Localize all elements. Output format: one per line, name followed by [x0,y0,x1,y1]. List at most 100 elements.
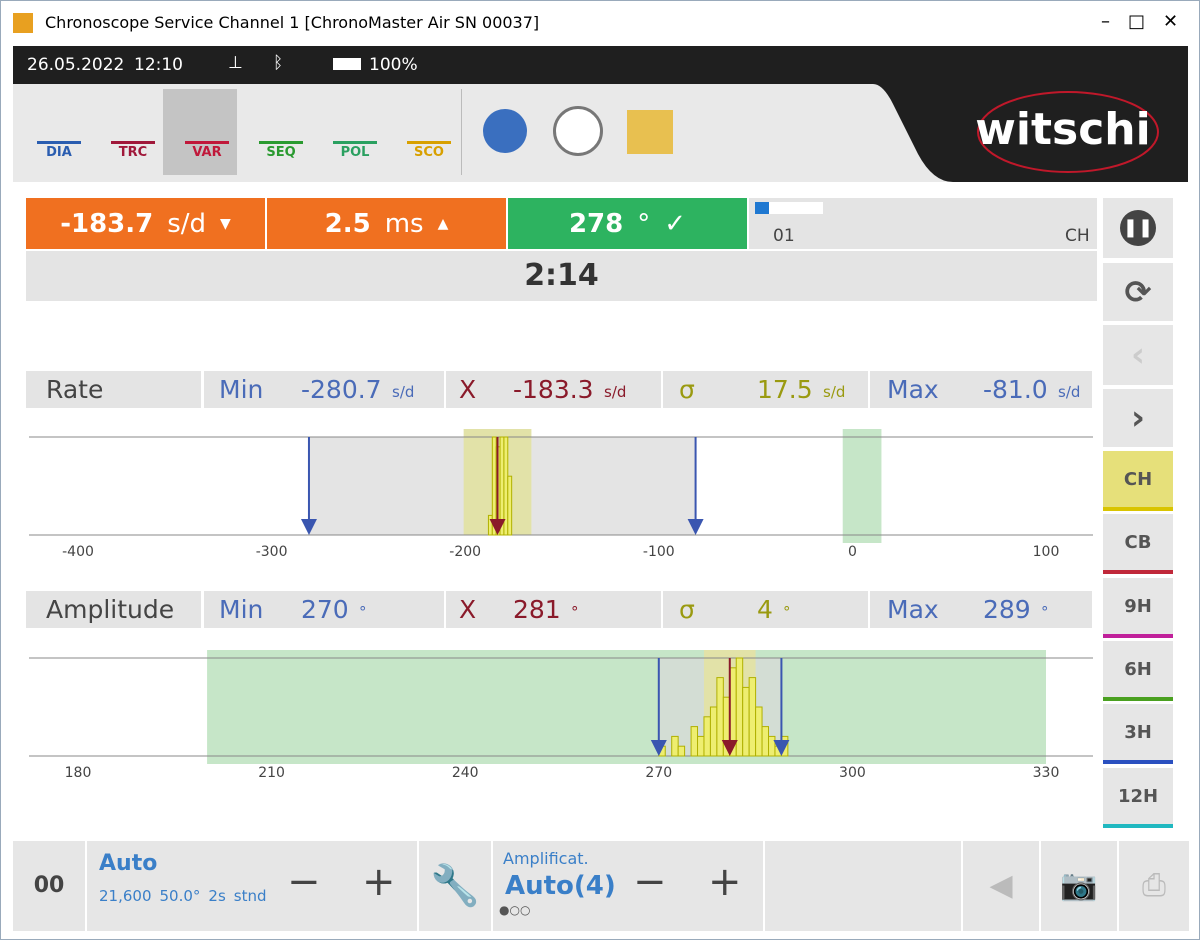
mode-details: 21,600 50.0° 2s stnd [99,887,267,905]
x-tick-label: 100 [1033,544,1060,560]
bluetooth-icon: ᛒ [273,53,284,73]
amp-plus[interactable]: + [708,859,742,905]
user-icon[interactable] [483,109,527,153]
tolerance-band [842,429,882,543]
channel-panel: 01 CH [749,198,1097,249]
battery: 100% [369,55,418,75]
stat-cell [870,591,1092,628]
tab-2[interactable]: VAR [171,89,243,175]
amplification-panel: Amplificat. Auto(4) ●○○ − + [493,841,763,931]
tab-label: POL [340,145,370,160]
marker-arrow [300,519,317,535]
next-button[interactable]: › [1103,389,1173,447]
window-controls[interactable]: –□✕ [1101,11,1197,32]
app-icon [13,13,33,33]
position-button[interactable]: 9H [1103,577,1173,638]
brand: witschi [975,104,1150,155]
tab-label: SEQ [266,145,296,160]
position-label: CB [1124,532,1152,554]
position-button[interactable]: 12H [1103,767,1173,828]
stat-cell [870,371,1092,408]
position-label: 9H [1124,595,1152,617]
period: 2s [208,887,226,905]
status-bar: 26.05.2022 12:10 ⊥ ᛒ 100% [13,46,1188,84]
sigma-unit: s/d [823,383,846,401]
sigma-label: σ [679,375,695,404]
bottom-spacer [765,841,961,931]
settings-button[interactable]: 🔧 [419,841,491,931]
x-tick-label: 210 [258,765,285,781]
x-value: 281 [513,595,561,624]
pause-button[interactable]: ❚❚ [1103,198,1173,258]
rate-unit: s/d [167,208,207,239]
snapshot-folder-icon[interactable] [627,110,673,154]
min-value: -280.7 [301,375,382,404]
amplitude-value: 278 [568,208,624,239]
position-button[interactable]: CH [1103,451,1173,511]
date: 26.05.2022 [27,55,125,75]
tab-3[interactable]: SEQ [245,89,317,175]
beat: 21,600 [99,887,152,905]
marker-arrow [489,519,506,535]
position-button[interactable]: CB [1103,514,1173,575]
stat-cell [204,591,444,628]
tab-4[interactable]: POL [319,89,391,175]
marker-arrow [650,740,667,756]
toolbar: witschi [13,84,1188,182]
x-value: -183.3 [513,375,594,404]
channel-index: 01 [773,226,795,246]
tab-label: VAR [192,145,222,160]
position-label: 12H [1117,785,1159,807]
standard: stnd [233,887,267,905]
sound-button[interactable]: ◀ [963,841,1039,931]
min-value: 270 [301,595,349,624]
tab-1[interactable]: TRC [97,89,169,175]
x-tick-label: -100 [643,544,675,560]
position-label: CH [1123,469,1153,490]
mode: Auto [99,851,158,876]
min-unit: s/d [392,383,415,401]
page-dots: ●○○ [499,903,531,917]
time: 12:10 [134,55,183,75]
tab-icon [333,111,377,144]
beat-error-value: 2.5 [324,208,371,239]
lift: 50.0° [159,887,201,905]
tab-icon [259,111,303,144]
window-title: Chronoscope Service Channel 1 [ChronoMas… [45,13,540,32]
position-button[interactable]: 6H [1103,640,1173,701]
x-tick-label: -200 [449,544,481,560]
stat-cell [446,591,661,628]
histogram-bar [735,657,744,757]
mode-plus[interactable]: + [362,859,396,905]
max-label: Max [887,595,939,624]
amp-minus[interactable]: − [633,859,667,905]
sigma-unit: ° [783,603,791,621]
tab-0[interactable]: DIA [23,89,95,175]
tab-5[interactable]: SCO [393,89,465,175]
sigma-label: σ [679,595,695,624]
clock-icon[interactable] [553,106,603,156]
stat-cell [663,591,868,628]
x-tick-label: 330 [1033,765,1060,781]
stat-label: Amplitude [46,595,175,624]
amplification-value: Auto(4) [505,871,616,901]
x-tick-label: -400 [62,544,94,560]
stat-cell [26,371,201,408]
histogram-bar [690,726,699,757]
print-button[interactable]: ⎙ [1119,841,1189,931]
max-value: -81.0 [983,375,1048,404]
brand-panel: witschi [873,84,1188,182]
refresh-button[interactable]: ⟳ [1103,263,1173,321]
mode-minus[interactable]: − [287,859,321,905]
tab-icon [37,111,81,144]
position-label: 3H [1124,722,1152,744]
camera-button[interactable]: 📷 [1041,841,1117,931]
elapsed-time: 2:14 [26,251,1097,301]
position-button[interactable]: 3H [1103,704,1173,765]
marker-arrow [721,740,738,756]
sigma-value: 17.5 [757,375,813,404]
previous-button[interactable]: ‹ [1103,325,1173,385]
x-label: X [459,375,477,404]
histogram-bar [671,735,679,757]
